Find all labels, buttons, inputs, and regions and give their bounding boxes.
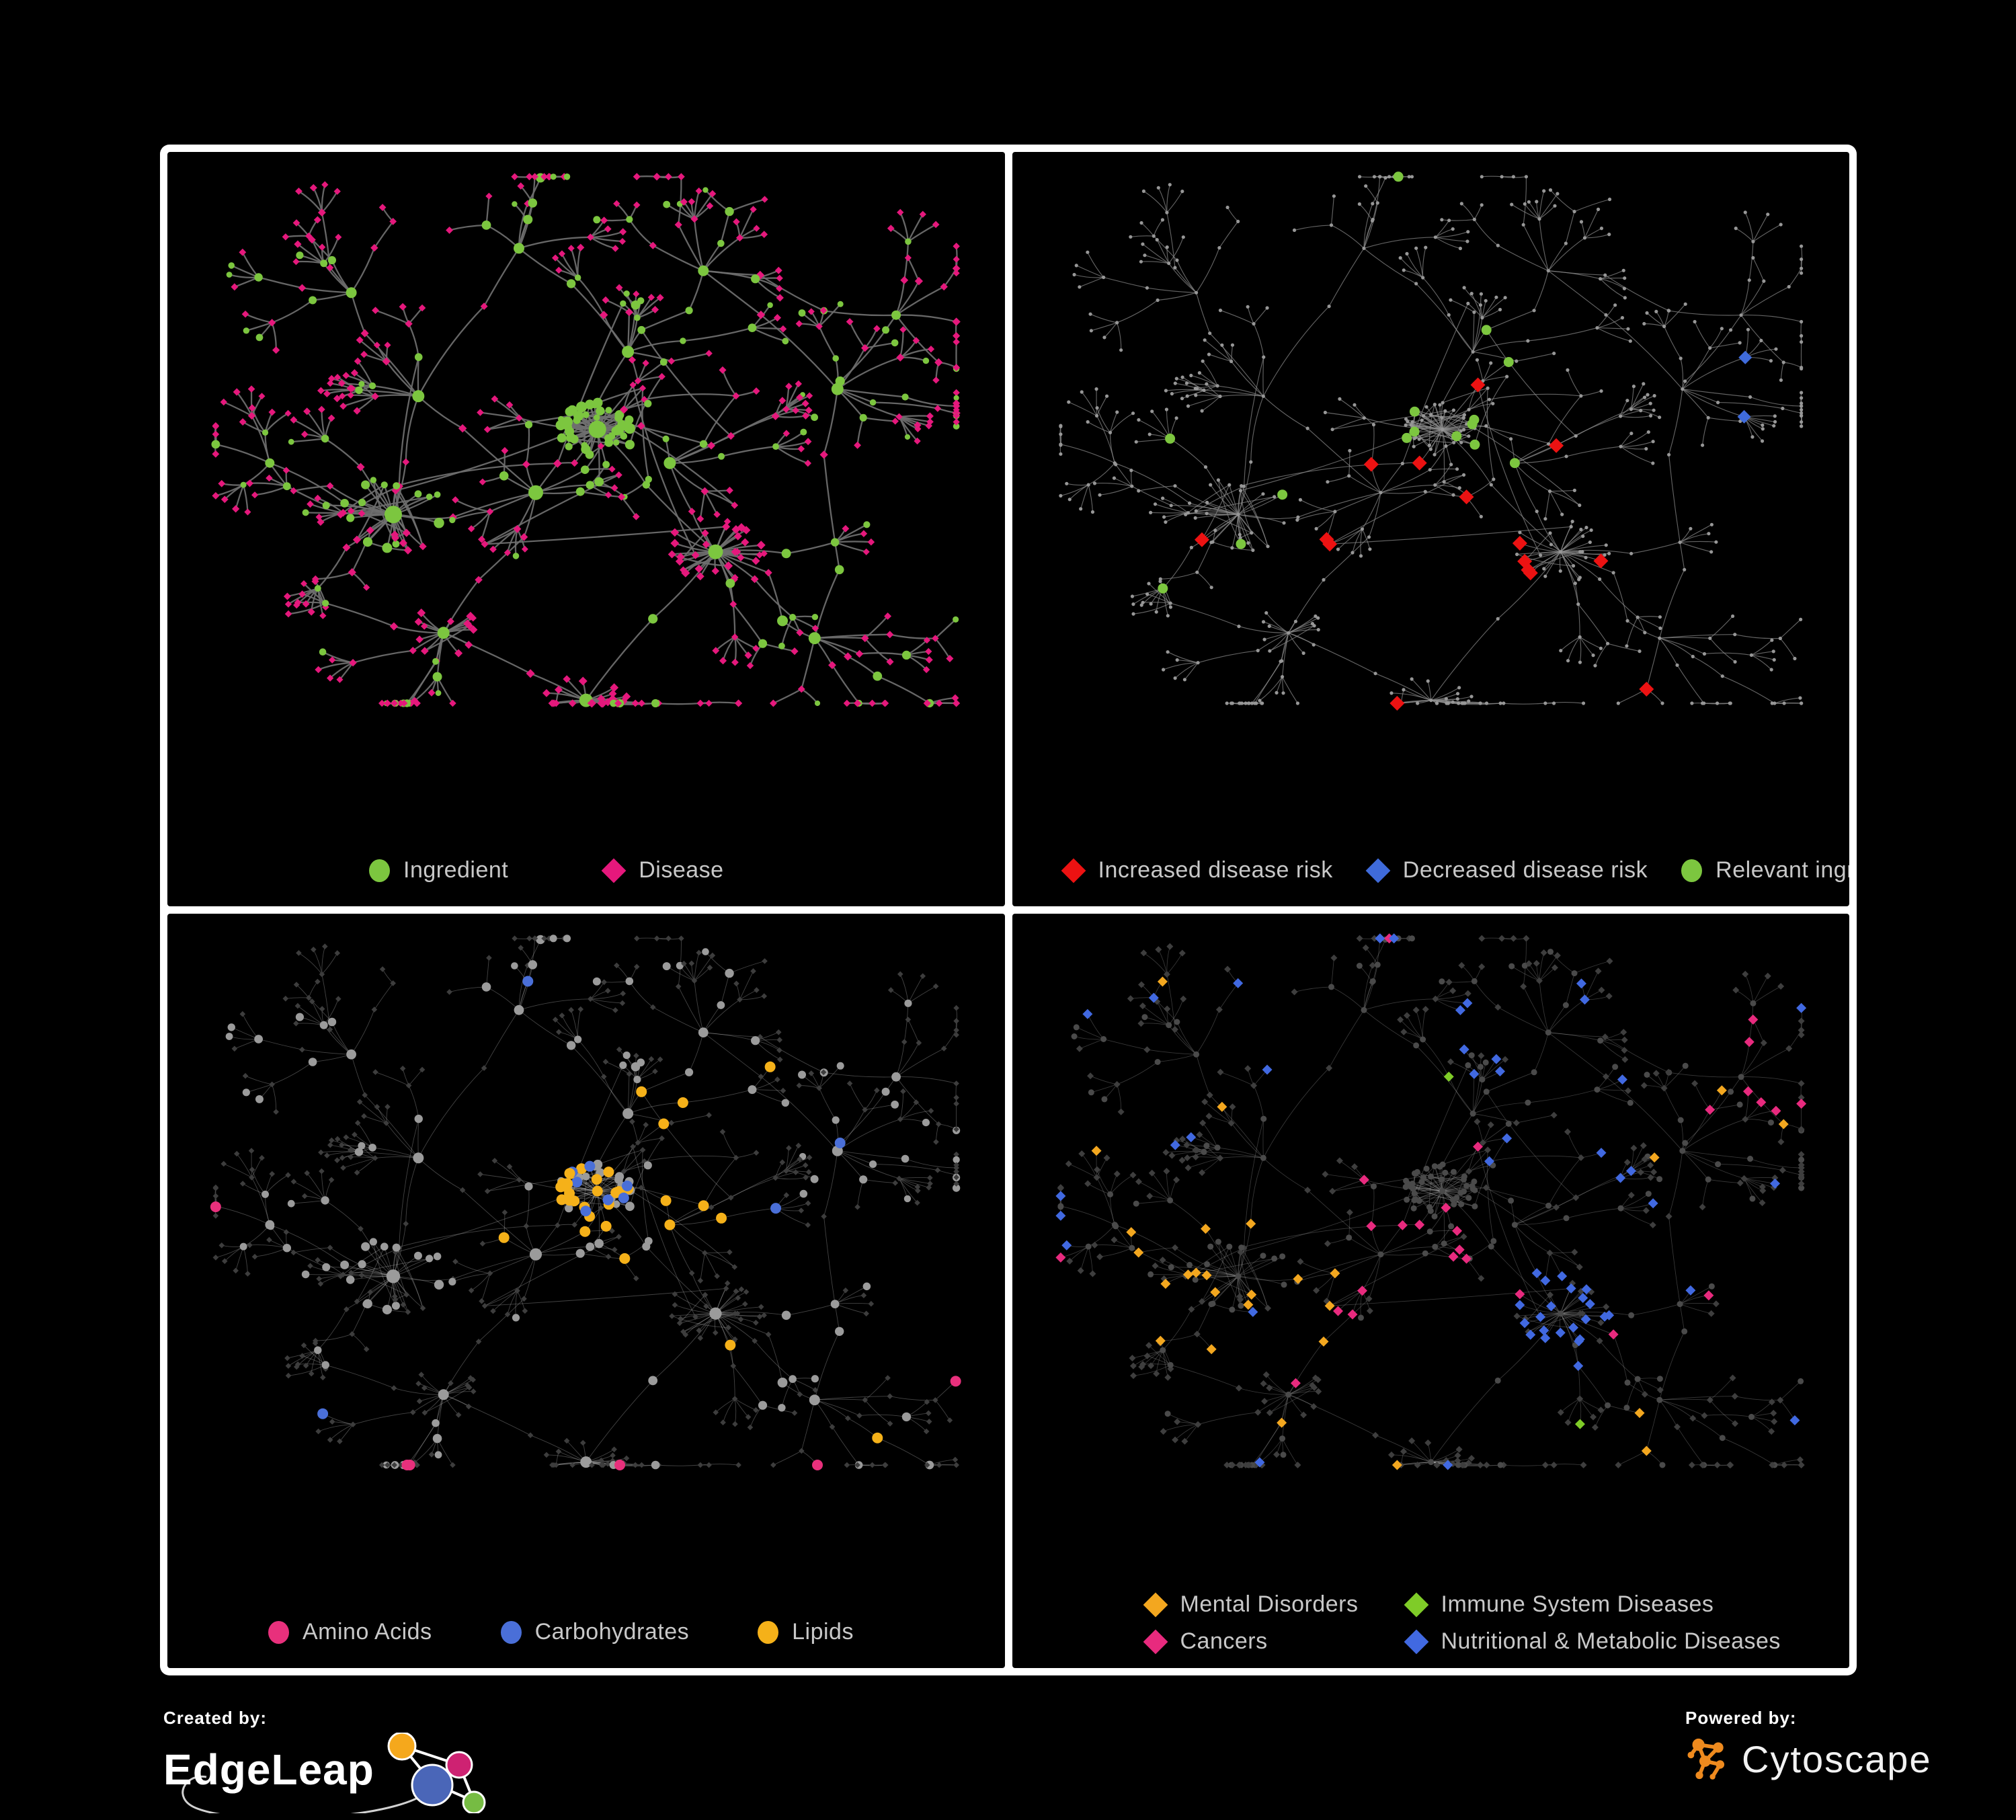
edgeleap-node-green — [462, 1790, 486, 1815]
edgeleap-node-orange — [387, 1731, 417, 1761]
figure-grid: Ingredient Disease Increased disease risk… — [160, 145, 1857, 1675]
cytoscape-logo-icon — [1687, 1738, 1725, 1780]
network-canvas-ingredient-disease — [211, 173, 961, 708]
panel-disease-classes: Mental Disorders Immune System Diseases Ca… — [1012, 914, 1849, 1668]
powered-by-label: Powered by: — [1685, 1708, 1797, 1728]
created-by-block: Created by: EdgeLeap — [163, 1708, 513, 1820]
panel-ingredient-disease: Ingredient Disease — [167, 152, 1005, 906]
edgeleap-logo-graphic-icon — [182, 1731, 486, 1820]
cytoscape-wordmark: Cytoscape — [1742, 1737, 1932, 1780]
panel-nutrient-classes: Amino Acids Carbohydrates Lipids — [167, 914, 1005, 1668]
edgeleap-node-blue — [411, 1764, 454, 1807]
created-by-label: Created by: — [163, 1708, 268, 1728]
powered-by-block: Powered by: Cytosc — [1685, 1708, 1932, 1782]
network-canvas-disease-risk — [1058, 171, 1803, 711]
edgeleap-node-magenta — [445, 1751, 473, 1779]
network-canvas-nutrient-classes — [210, 935, 961, 1470]
network-canvas-disease-classes — [1055, 933, 1806, 1470]
panel-disease-risk: Increased disease risk Decreased disease … — [1012, 152, 1849, 906]
edgeleap-wordmark: EdgeLeap — [163, 1745, 374, 1794]
edgeleap-logo: EdgeLeap — [163, 1731, 513, 1820]
